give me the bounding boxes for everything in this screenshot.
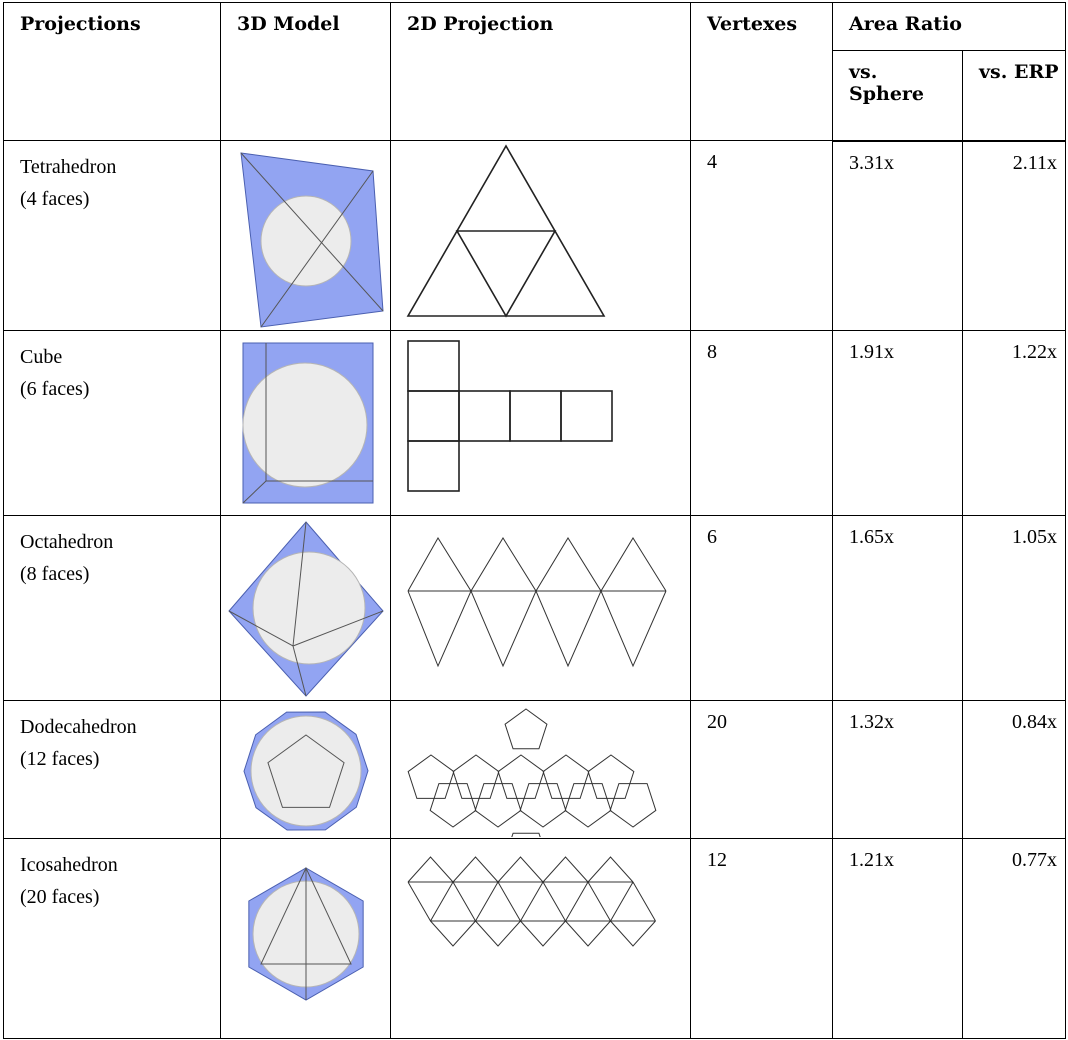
face-count: (6 faces): [20, 378, 90, 400]
vertex-count: 20: [690, 700, 833, 839]
net-cell: [390, 330, 691, 516]
model-cell: [220, 515, 391, 701]
name-cell: Cube (6 faces): [3, 330, 221, 516]
net-face: [452, 754, 500, 799]
net-face: [542, 754, 590, 799]
header-cell: Area Ratio: [831, 2, 1067, 51]
net-face: [407, 537, 667, 668]
vertex-count: 6: [690, 515, 833, 701]
net-face: [474, 783, 522, 828]
ratio-erp: 2.11x: [961, 140, 1067, 331]
model-edge: [267, 734, 345, 808]
name-cell: Icosahedron (20 faces): [3, 838, 221, 1039]
table-row: Dodecahedron (12 faces) 20 1.32x 0.84x: [3, 700, 1067, 839]
vertex-count: 4: [690, 140, 833, 331]
face-count: (12 faces): [20, 748, 100, 770]
net-face: [407, 340, 460, 392]
model-edge: [260, 866, 352, 1000]
net-image: [407, 856, 656, 947]
net-face: [407, 856, 656, 947]
ratio-sphere: 1.21x: [832, 838, 963, 1039]
table-row: Icosahedron (20 faces) 12 1.21x 0.77x: [3, 838, 1067, 1039]
header-cell: 2D Projection: [390, 2, 691, 141]
model-cell: [220, 700, 391, 839]
net-face: [458, 390, 511, 442]
projection-name: Octahedron: [20, 531, 114, 553]
net-cell: [390, 140, 691, 331]
net-image: [407, 537, 667, 668]
projection-name: Cube: [20, 346, 63, 368]
model-sphere: [242, 362, 368, 488]
net-face: [407, 754, 455, 799]
model-sphere: [250, 715, 362, 827]
face-count: (20 faces): [20, 886, 100, 908]
vertex-count: 12: [690, 838, 833, 1039]
net-face: [497, 754, 545, 799]
name-cell: Tetrahedron (4 faces): [3, 140, 221, 331]
model-image: [248, 866, 364, 1001]
ratio-sphere: 1.65x: [832, 515, 963, 701]
model-image: [243, 711, 369, 831]
net-face: [564, 783, 612, 828]
net-face: [519, 783, 567, 828]
table-row: Tetrahedron (4 faces) 4 3.31x 2.11x: [3, 140, 1067, 331]
model-image: [240, 152, 384, 328]
projection-table: Projections 3D Model 2D Projection Verte…: [3, 2, 1067, 1039]
model-cell: [220, 140, 391, 331]
face-count: (4 faces): [20, 188, 90, 210]
net-image: [406, 144, 606, 318]
header-cell: Vertexes: [690, 2, 833, 141]
projection-name: Tetrahedron: [20, 156, 117, 178]
ratio-sphere: 3.31x: [832, 140, 963, 331]
net-face: [587, 754, 635, 799]
net-face: [609, 783, 657, 828]
table-row: Cube (6 faces) 8 1.91x 1.22x: [3, 330, 1067, 516]
subheader-cell: vs. ERP: [961, 50, 1067, 142]
ratio-erp: 1.22x: [961, 330, 1067, 516]
net-face: [455, 230, 557, 318]
vertex-count: 8: [690, 330, 833, 516]
net-image: [407, 340, 613, 492]
net-face: [511, 832, 541, 837]
model-image: [228, 521, 384, 697]
net-face: [509, 390, 562, 442]
net-image: [407, 708, 657, 837]
table-row: Octahedron (8 faces) 6 1.65x 1.05x: [3, 515, 1067, 701]
ratio-sphere: 1.32x: [832, 700, 963, 839]
subheader-cell: vs. Sphere: [832, 50, 963, 142]
name-cell: Dodecahedron (12 faces): [3, 700, 221, 839]
model-image: [242, 342, 374, 504]
net-cell: [390, 515, 691, 701]
model-sphere: [252, 551, 366, 665]
model-edge: [240, 152, 384, 328]
net-face: [407, 390, 460, 442]
model-cell: [220, 330, 391, 516]
net-face: [407, 440, 460, 492]
ratio-erp: 0.84x: [961, 700, 1067, 839]
model-cell: [220, 838, 391, 1039]
net-face: [504, 708, 548, 750]
net-cell: [390, 838, 691, 1039]
model-edge: [228, 521, 384, 697]
projection-name: Dodecahedron: [20, 716, 137, 738]
model-edge: [242, 343, 373, 504]
model-sphere: [260, 195, 352, 287]
net-face: [560, 390, 613, 442]
projection-name: Icosahedron: [20, 854, 118, 876]
table-body: Tetrahedron (4 faces) 4 3.31x 2.11x Cube (6 fa…: [3, 140, 1067, 1039]
face-count: (8 faces): [20, 563, 90, 585]
net-cell: [390, 700, 691, 839]
net-face: [429, 783, 477, 828]
ratio-erp: 1.05x: [961, 515, 1067, 701]
header-cell: Projections: [3, 2, 221, 141]
name-cell: Octahedron (8 faces): [3, 515, 221, 701]
ratio-erp: 0.77x: [961, 838, 1067, 1039]
header-cell: 3D Model: [220, 2, 391, 141]
table-header: Projections 3D Model 2D Projection Verte…: [3, 2, 1067, 142]
ratio-sphere: 1.91x: [832, 330, 963, 516]
